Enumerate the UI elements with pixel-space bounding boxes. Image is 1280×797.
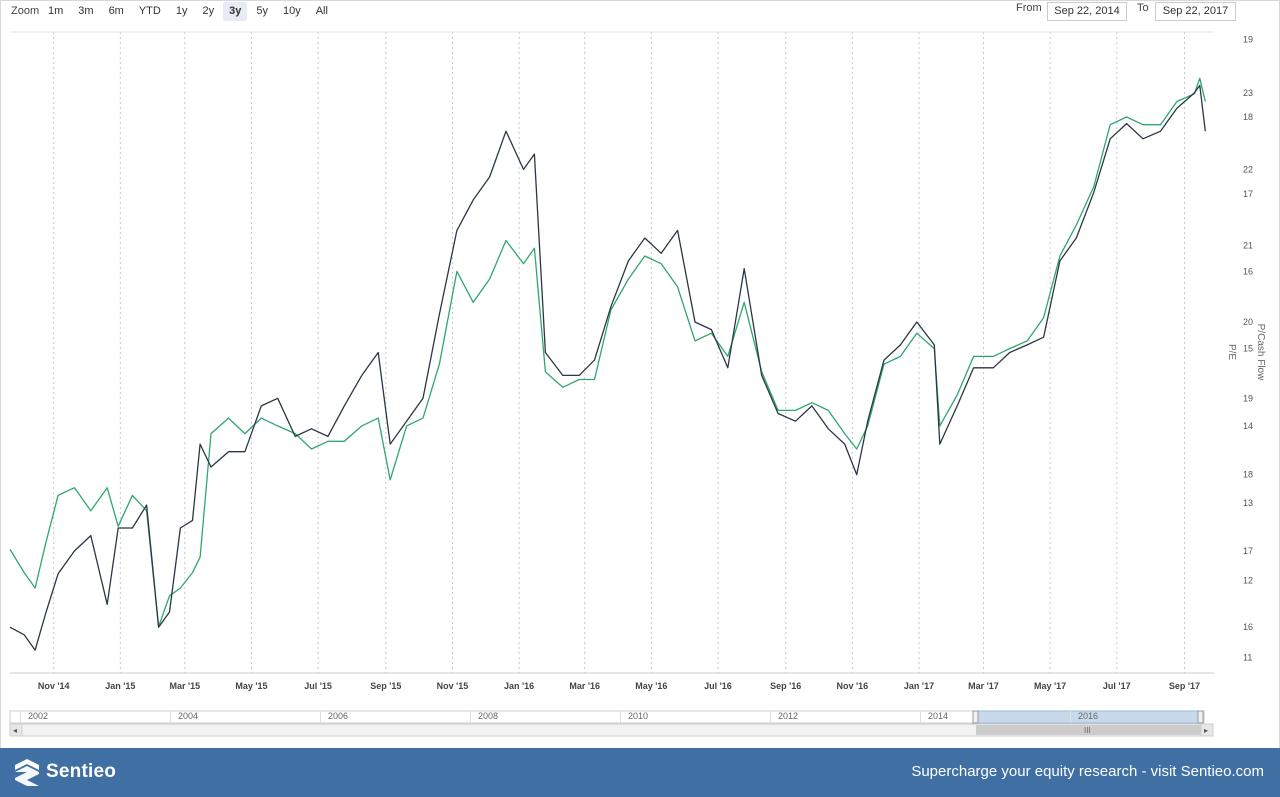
y-left-tick-label: 23 (1243, 88, 1253, 98)
y-axis-right-title: P/Cash Flow (1255, 324, 1266, 381)
brand-name: Sentieo (46, 761, 117, 782)
navigator-year-divider (470, 711, 471, 723)
zoom-button-2y[interactable]: 2y (202, 5, 215, 17)
x-tick-label: Sep '17 (1169, 681, 1200, 691)
y-left-tick-label: 18 (1243, 470, 1253, 480)
x-tick-label: Mar '15 (169, 681, 200, 691)
y-axis-left: 16 17 18 19 20 21 22 23 (1243, 88, 1253, 632)
zoom-button-5y[interactable]: 5y (256, 5, 268, 17)
x-tick-label: Jan '16 (504, 681, 534, 691)
y-right-tick-label: 17 (1243, 189, 1253, 199)
y-left-tick-label: 22 (1243, 164, 1253, 174)
footer-tagline[interactable]: Supercharge your equity research - visit… (911, 763, 1264, 780)
zoom-button-all[interactable]: All (315, 5, 328, 17)
y-right-tick-label: 11 (1243, 653, 1252, 663)
navigator-year-label: 2008 (478, 711, 499, 721)
navigator-year-label: 2002 (28, 711, 49, 721)
y-left-tick-label: 17 (1243, 546, 1253, 556)
zoom-button-1m[interactable]: 1m (48, 5, 64, 17)
x-tick-label: Nov '16 (837, 681, 869, 691)
navigator-year-divider (1070, 711, 1071, 723)
y-right-tick-label: 13 (1243, 498, 1253, 508)
navigator-year-divider (320, 711, 321, 723)
x-tick-label: Jul '17 (1103, 681, 1131, 691)
series-layer (9, 77, 1206, 651)
footer-banner: Sentieo Supercharge your equity research… (0, 748, 1280, 797)
navigator-year-divider (770, 711, 771, 723)
zoom-button-ytd[interactable]: YTD (138, 5, 161, 17)
x-tick-label: Nov '14 (38, 681, 70, 691)
y-right-tick-label: 18 (1243, 112, 1253, 122)
y-right-tick-label: 19 (1243, 35, 1253, 45)
y-right-tick-label: 16 (1243, 266, 1253, 276)
range-selector-toolbar: Zoom 1m 3m 6m YTD 1y 2y 3y 5y 10y All From Sep 22… (0, 0, 1280, 26)
scrollbar-thumb[interactable] (976, 725, 1202, 735)
zoom-button-1y[interactable]: 1y (175, 5, 188, 17)
navigator-year-label: 2012 (778, 711, 799, 721)
from-date-input[interactable]: Sep 22, 2014 (1047, 2, 1127, 21)
pe-pcf-chart: Nov '14 Jan '15 Mar '15 May '15 Jul '15 Sep '… (9, 31, 1266, 737)
scroll-left-arrow-icon: ◂ (13, 726, 17, 735)
navigator-right-handle[interactable] (1197, 710, 1204, 724)
y-axis-left-title: P/E (1226, 344, 1237, 360)
x-tick-label: Sep '15 (370, 681, 401, 691)
navigator-year-label: 2004 (178, 711, 199, 721)
y-right-tick-label: 15 (1243, 344, 1253, 354)
zoom-button-10y[interactable]: 10y (282, 5, 301, 17)
scroll-right-button[interactable] (1200, 723, 1214, 737)
y-left-tick-label: 16 (1243, 622, 1253, 632)
x-tick-label: Sep '16 (770, 681, 801, 691)
zoom-button-3y[interactable]: 3y (223, 2, 248, 21)
x-tick-label: Mar '17 (968, 681, 999, 691)
zoom-button-6m[interactable]: 6m (108, 5, 124, 17)
y-left-tick-label: 19 (1243, 393, 1253, 403)
navigator-year-divider (20, 711, 21, 723)
sentieo-logo-icon (15, 759, 39, 786)
navigator-year-label: 2016 (1078, 711, 1099, 721)
x-tick-label: Jul '16 (704, 681, 732, 691)
to-label: To (1137, 2, 1149, 14)
zoom-button-group: 1m 3m 6m YTD 1y 2y 3y 5y 10y All (42, 2, 337, 21)
grid-layer (10, 31, 1214, 674)
x-tick-label: Mar '16 (569, 681, 600, 691)
x-tick-label: Jan '17 (904, 681, 934, 691)
scroll-right-arrow-icon: ▸ (1204, 726, 1208, 735)
x-tick-label: May '15 (235, 681, 267, 691)
zoom-button-3m[interactable]: 3m (78, 5, 94, 17)
navigator-year-divider (170, 711, 171, 723)
x-tick-label: May '16 (635, 681, 667, 691)
x-tick-label: Nov '15 (437, 681, 469, 691)
y-axis-right: 11 12 13 14 15 16 17 18 19 (1243, 35, 1253, 663)
navigator-year-divider (920, 711, 921, 723)
brand[interactable]: Sentieo (14, 758, 116, 786)
x-tick-label: Jan '15 (105, 681, 135, 691)
x-axis: Nov '14 Jan '15 Mar '15 May '15 Jul '15 Sep '… (38, 681, 1200, 691)
zoom-label: Zoom (11, 5, 40, 17)
navigator-year-label: 2010 (628, 711, 649, 721)
x-tick-label: May '17 (1034, 681, 1066, 691)
navigator-left-handle[interactable] (972, 710, 979, 724)
scroll-left-button[interactable] (9, 723, 23, 737)
from-label: From (1016, 2, 1042, 14)
navigator-year-divider (620, 711, 621, 723)
navigator-track (9, 710, 1205, 724)
scroll-grip-icon: III (1084, 726, 1091, 735)
y-left-tick-label: 20 (1243, 317, 1253, 327)
navigator-year-labels: 2002 2004 2006 2008 2010 2012 2014 2016 (10, 711, 1204, 723)
to-date-input[interactable]: Sep 22, 2017 (1155, 2, 1236, 21)
x-tick-label: Jul '15 (304, 681, 332, 691)
y-left-tick-label: 21 (1243, 241, 1253, 251)
pe-series-line (9, 84, 1206, 651)
y-right-tick-label: 12 (1243, 575, 1253, 585)
y-right-tick-label: 14 (1243, 421, 1253, 431)
navigator-year-label: 2006 (328, 711, 349, 721)
pcf-series-line (9, 77, 1206, 628)
navigator-year-label: 2014 (928, 711, 949, 721)
